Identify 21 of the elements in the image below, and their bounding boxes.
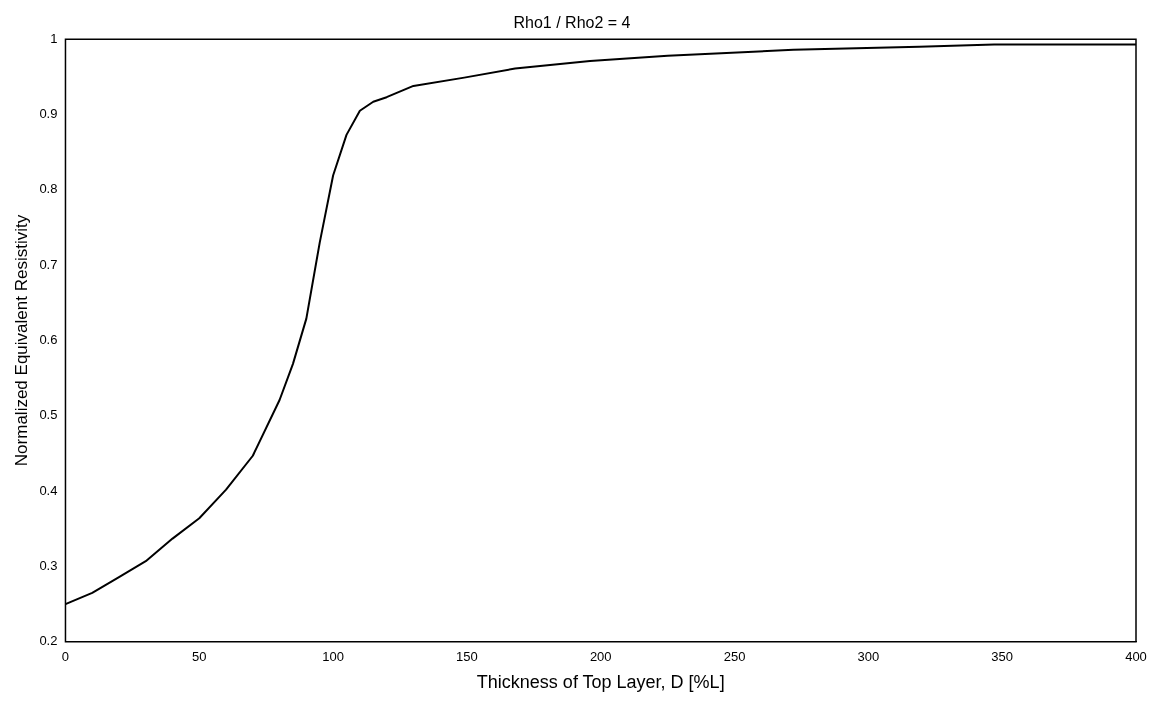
x-tick-label: 350 <box>991 649 1014 665</box>
y-tick-label: 0.4 <box>39 482 58 498</box>
y-axis-title: Normalized Equivalent Resistivity <box>11 214 31 467</box>
y-tick-label: 0.8 <box>39 181 58 197</box>
x-tick-label: 400 <box>1125 649 1147 665</box>
y-tick-label: 1 <box>50 30 58 46</box>
x-tick-label: 300 <box>857 649 880 665</box>
y-tick-label: 0.9 <box>39 106 58 122</box>
y-tick-label: 0.6 <box>39 332 58 348</box>
x-tick-label: 100 <box>322 649 344 665</box>
x-tick-label: 250 <box>723 649 746 665</box>
y-tick-label: 0.2 <box>39 633 58 649</box>
y-tick-label: 0.3 <box>39 558 58 574</box>
x-tick-label: 50 <box>192 649 207 665</box>
y-tick-label: 0.5 <box>39 407 58 423</box>
x-tick-label: 150 <box>456 649 478 665</box>
x-tick-label: 0 <box>61 649 70 665</box>
x-tick-label: 200 <box>589 649 612 665</box>
chart-title: Rho1 / Rho2 = 4 <box>513 14 631 32</box>
x-axis-title: Thickness of Top Layer, D [%L] <box>476 672 725 693</box>
y-tick-label: 0.7 <box>39 256 58 272</box>
